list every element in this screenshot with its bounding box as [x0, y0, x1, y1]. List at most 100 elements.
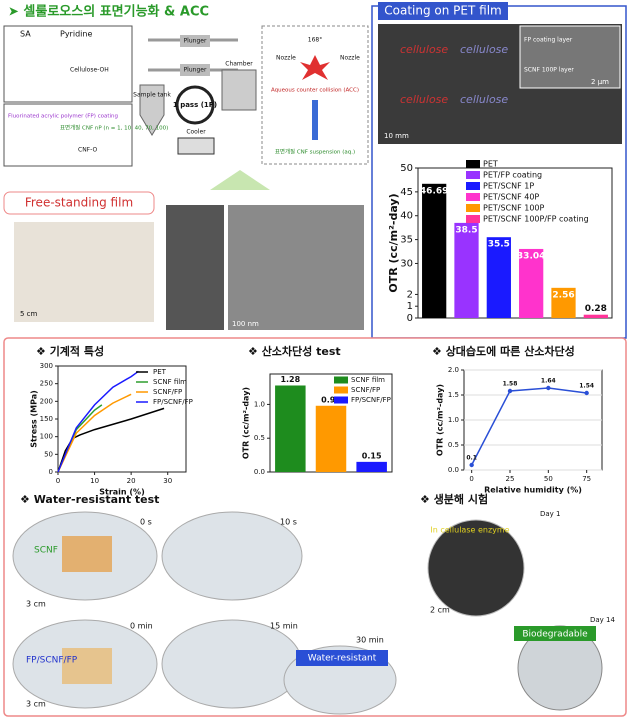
legend-swatch	[334, 396, 348, 404]
condition-label: In cellulase enzyme	[430, 526, 509, 535]
legend-swatch	[466, 193, 480, 201]
schematic-label: Fluorinated acrylic polymer (FP) coating	[8, 114, 118, 120]
y-axis-label: OTR (cc/m²-day)	[387, 193, 400, 292]
y-axis-label: OTR (cc/m²-day)	[242, 387, 251, 459]
y-tick-label: 200	[40, 397, 53, 405]
y-tick-label: 0.5	[448, 441, 459, 449]
photo-label: FP coating layer	[524, 37, 573, 44]
value-label: 1.58	[503, 381, 518, 388]
value-label: 2.56	[552, 290, 574, 300]
sample-label: FP/SCNF/FP	[26, 656, 78, 666]
schematic-label: 1 pass (1P)	[173, 101, 217, 109]
legend-label: SCNF film	[153, 378, 187, 386]
schematic-label: CNF-O	[78, 147, 97, 154]
schematic-label: Pyridine	[60, 30, 92, 39]
vial-photo	[166, 205, 224, 330]
legend-label: PET/FP coating	[483, 171, 542, 180]
figure-title: ➤ 셀룰로오스의 표면기능화 & ACC	[8, 4, 209, 20]
value-label: 38.5	[455, 225, 477, 235]
tem-image	[228, 205, 364, 330]
x-tick-label: 50	[544, 475, 553, 483]
time-label: 0 min	[130, 622, 153, 631]
legend-swatch	[466, 182, 480, 190]
cooler	[177, 137, 215, 155]
x-tick-label: 0	[56, 477, 60, 485]
x-tick-label: 75	[582, 475, 591, 483]
x-tick-label: 30	[163, 477, 172, 485]
reaction-box	[3, 25, 133, 103]
marker	[469, 462, 474, 468]
plot-frame	[417, 167, 613, 319]
value-label: 33.04	[517, 251, 545, 261]
y-tick-label: 30	[400, 258, 413, 269]
y-tick-label: 1.0	[254, 400, 265, 408]
y-tick-label: 0.5	[254, 434, 265, 442]
x-tick-label: 25	[506, 475, 515, 483]
y-tick-label: 50	[400, 163, 413, 174]
scale-label: 2 cm	[430, 606, 450, 615]
bar	[356, 461, 387, 472]
sample-label: Water-resistant	[308, 654, 377, 664]
fp-box	[3, 103, 133, 167]
schematic-label: SA	[20, 30, 31, 39]
legend-label: SCNF film	[351, 376, 385, 384]
film-photo	[14, 222, 154, 322]
legend-label: PET	[153, 368, 167, 376]
sample-tank	[139, 84, 165, 136]
y-tick-label: 1.5	[448, 391, 459, 399]
chamber	[221, 69, 257, 111]
green-arrow	[210, 170, 270, 190]
section-title: ❖ 생분해 시험	[420, 492, 488, 506]
y-tick-label: 2	[407, 289, 413, 300]
bar	[275, 385, 306, 472]
section-title: ❖ 산소차단성 test	[248, 344, 341, 358]
acc-box	[261, 25, 369, 165]
schematic-label: 표면개질 CNF nP (n = 1, 10, 40, 70, 100)	[60, 124, 168, 132]
legend-label: FP/SCNF/FP	[351, 396, 391, 404]
schematic-label: Cooler	[186, 129, 206, 136]
y-tick-label: 0	[407, 313, 413, 324]
label-tag	[296, 650, 388, 666]
photo-label: cellulose	[460, 43, 508, 56]
scale-label: 100 nm	[232, 320, 259, 328]
day-label: Day 14	[590, 616, 616, 624]
legend-label: PET/SCNF 100P	[483, 204, 545, 213]
schematic-label: Cellulose-OH	[70, 67, 109, 74]
dish-photo	[427, 519, 525, 617]
photo-label: cellulose	[400, 43, 448, 56]
film-sample	[62, 648, 112, 684]
value-label: 0.28	[585, 304, 607, 314]
time-label: 0 s	[140, 518, 152, 527]
bar	[583, 314, 608, 318]
schematic-label: Aqueous counter collision (ACC)	[271, 88, 359, 94]
line	[57, 370, 139, 473]
legend-swatch	[466, 215, 480, 223]
dish-photo	[161, 619, 303, 709]
legend-label: PET/SCNF 1P	[483, 182, 534, 191]
time-label: 30 min	[356, 636, 384, 645]
schematic-label: Sample tank	[133, 92, 171, 99]
x-axis-label: Strain (%)	[99, 488, 144, 497]
marker	[507, 388, 513, 394]
schematic-label: 표면개질 CNF suspension (aq.)	[275, 148, 355, 156]
value-label: 46.69	[420, 186, 448, 196]
marker	[584, 390, 589, 396]
legend-swatch	[466, 160, 480, 168]
section-title: ❖ 기계적 특성	[36, 344, 104, 358]
value-label: 35.5	[488, 240, 510, 250]
line	[57, 407, 165, 473]
photo-label: cellulose	[400, 93, 448, 106]
value-label: 1.54	[579, 383, 594, 390]
scale-label: 3 cm	[26, 700, 46, 709]
x-tick-label: 0	[469, 475, 473, 483]
y-axis-label: OTR (cc/m²-day)	[436, 384, 445, 456]
scale-label: 5 cm	[20, 310, 38, 318]
y-tick-label: 300	[40, 362, 53, 370]
sample-label: SCNF	[34, 546, 58, 556]
photo-label: cellulose	[460, 93, 508, 106]
bar	[315, 405, 347, 472]
dish-photo	[161, 511, 303, 601]
bar	[454, 222, 479, 318]
legend-label: SCNF/FP	[153, 388, 182, 396]
